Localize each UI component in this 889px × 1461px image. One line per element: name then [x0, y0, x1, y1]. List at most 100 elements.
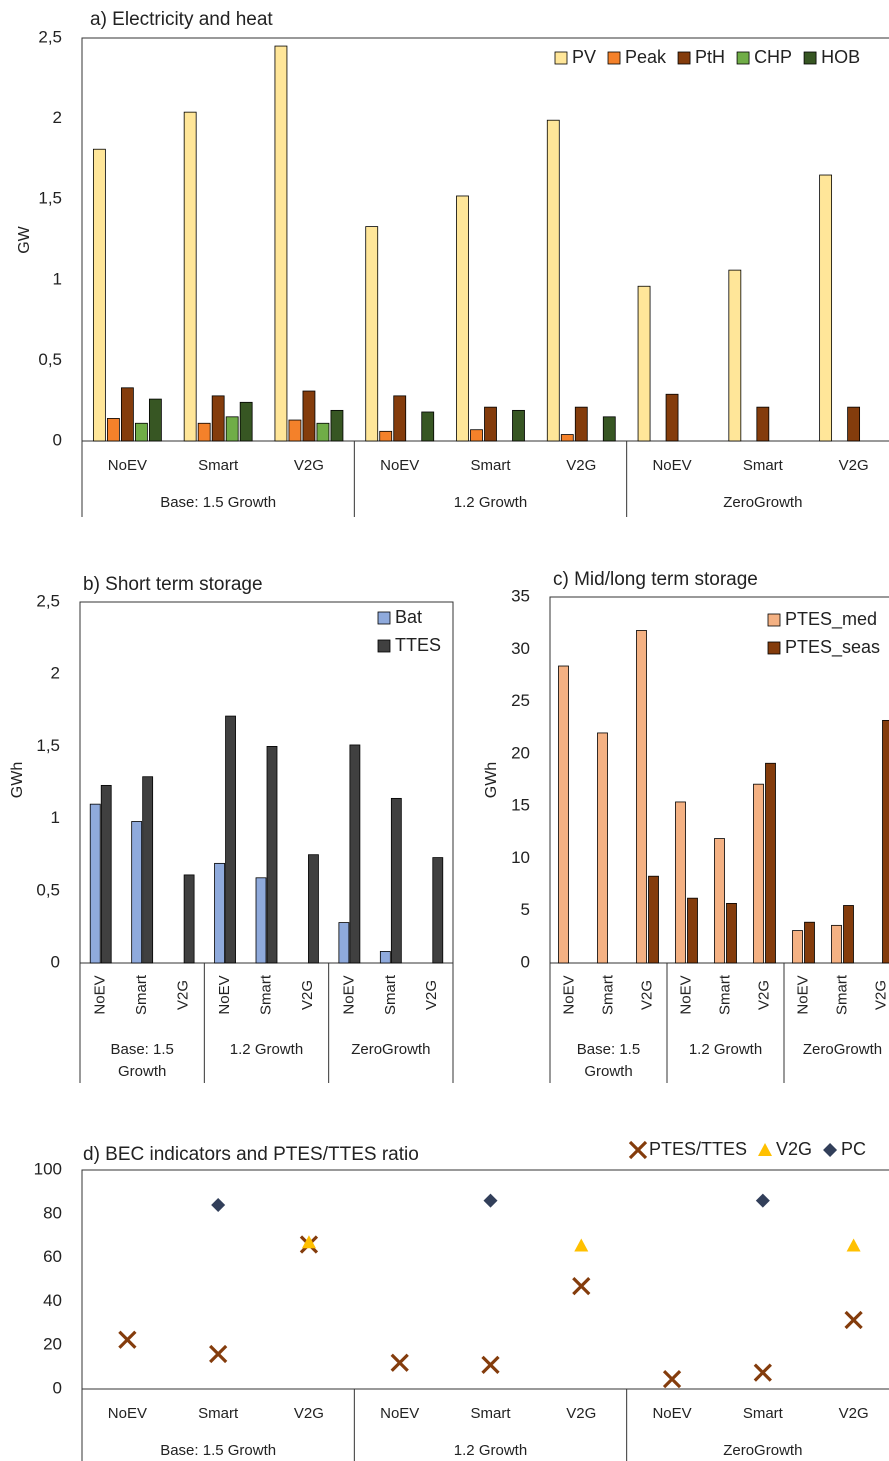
x-tick-label: NoEV	[380, 457, 419, 474]
bar	[637, 285, 651, 442]
bar	[456, 195, 469, 442]
bar	[602, 416, 616, 442]
bar	[714, 838, 725, 964]
x-tick-label: V2G	[175, 980, 192, 1010]
y-tick-label: 20	[511, 743, 530, 762]
bar	[831, 924, 842, 964]
diamond-marker	[823, 1143, 838, 1157]
legend-swatch	[767, 613, 781, 627]
bar	[183, 874, 195, 964]
bar	[728, 269, 742, 442]
bar	[92, 148, 106, 442]
x-tick-label: NoEV	[677, 975, 694, 1014]
y-tick-label: 60	[43, 1247, 62, 1266]
legend-label: PtH	[695, 47, 725, 67]
x-tick-label: V2G	[755, 980, 772, 1010]
bar	[819, 174, 833, 442]
x-tick-label: V2G	[294, 1405, 324, 1422]
y-tick-label: 40	[43, 1291, 62, 1310]
bar	[255, 877, 267, 964]
group-label: 1.2 Growth	[453, 494, 528, 511]
legend-swatch	[736, 51, 750, 65]
group-label: ZeroGrowth	[802, 1041, 883, 1058]
bar	[470, 429, 483, 442]
bar	[687, 897, 698, 964]
bar	[546, 119, 560, 442]
x-tick-label: V2G	[566, 457, 596, 474]
triangle-marker	[301, 1235, 316, 1249]
chart-title: d) BEC indicators and PTES/TTES ratio	[83, 1144, 419, 1165]
bar	[421, 411, 435, 442]
bar	[574, 406, 588, 442]
x-tick-label: V2G	[839, 1405, 869, 1422]
group-label: ZeroGrowth	[723, 1442, 803, 1459]
bar	[349, 744, 361, 964]
y-tick-label: 30	[511, 639, 530, 658]
y-axis-title: GWh	[483, 762, 500, 798]
legend-label: PTES_seas	[785, 637, 880, 658]
diamond-marker	[483, 1193, 498, 1208]
bar	[338, 922, 350, 964]
x-tick-label: V2G	[566, 1405, 596, 1422]
bar	[636, 630, 647, 964]
bar	[379, 951, 391, 964]
bar	[239, 401, 253, 442]
legend-swatch	[803, 51, 817, 65]
bar	[558, 665, 569, 964]
y-tick-label: 1,5	[36, 736, 60, 755]
bar	[106, 418, 120, 442]
legend-swatch	[607, 51, 621, 65]
x-tick-label: NoEV	[652, 457, 691, 474]
x-tick-label: Smart	[833, 974, 850, 1015]
x-marker	[572, 1276, 591, 1296]
y-tick-label: 10	[511, 848, 530, 867]
x-tick-label: V2G	[299, 980, 316, 1010]
bar	[120, 387, 134, 442]
bar	[390, 797, 402, 964]
bar	[882, 719, 889, 964]
bar	[597, 732, 608, 964]
x-tick-label: V2G	[294, 457, 324, 474]
y-tick-label: 2,5	[38, 27, 62, 46]
y-tick-label: 0	[53, 1378, 62, 1397]
bar	[225, 715, 236, 964]
legend-label: PTES_med	[785, 609, 877, 630]
y-tick-label: 35	[511, 586, 530, 605]
diamond-marker	[755, 1193, 770, 1208]
group-label: 1.2 Growth	[229, 1041, 304, 1058]
y-axis-title: GW	[16, 225, 33, 253]
x-marker	[753, 1363, 772, 1382]
x-tick-label: NoEV	[340, 975, 357, 1014]
bar	[288, 419, 302, 442]
x-tick-label: V2G	[839, 457, 869, 474]
plot-frame	[79, 601, 454, 964]
bar	[142, 776, 154, 964]
bar	[365, 226, 379, 442]
x-marker	[481, 1355, 500, 1375]
x-tick-label: V2G	[872, 980, 889, 1010]
x-tick-label: Smart	[198, 1405, 239, 1422]
group-label: Base: 1.5 Growth	[160, 1442, 277, 1459]
bar	[316, 422, 330, 442]
bar	[225, 416, 239, 442]
group-label: ZeroGrowth	[351, 1041, 431, 1058]
y-tick-label: 1	[51, 808, 60, 827]
legend-swatch	[767, 641, 781, 655]
bar	[183, 111, 197, 442]
bar	[89, 803, 101, 964]
y-tick-label: 80	[43, 1203, 62, 1222]
bar	[266, 746, 278, 964]
bar	[726, 902, 737, 964]
y-tick-label: 25	[511, 691, 530, 710]
plot-frame	[549, 596, 889, 964]
y-tick-label: 2	[51, 664, 60, 683]
x-tick-label: Smart	[198, 457, 239, 474]
legend-swatch	[377, 611, 391, 625]
x-tick-label: Smart	[382, 974, 399, 1015]
x-marker	[662, 1370, 682, 1389]
bar	[765, 762, 776, 964]
bar	[302, 390, 316, 442]
x-tick-label: NoEV	[92, 975, 109, 1014]
legend-label: CHP	[754, 47, 792, 67]
x-tick-label: Smart	[257, 974, 274, 1015]
